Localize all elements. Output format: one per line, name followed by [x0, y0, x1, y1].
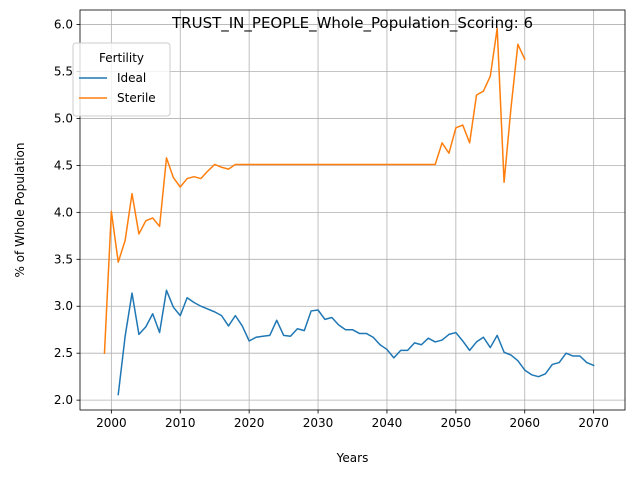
chart-title: TRUST_IN_PEOPLE_Whole_Population_Scoring… — [171, 14, 533, 33]
x-tick-label: 2070 — [578, 416, 609, 430]
y-tick-label: 2.0 — [54, 393, 73, 407]
x-tick-label: 2060 — [509, 416, 540, 430]
x-tick-label: 2030 — [303, 416, 334, 430]
y-tick-label: 4.5 — [54, 158, 73, 172]
y-tick-label: 2.5 — [54, 346, 73, 360]
legend-label-ideal: Ideal — [117, 71, 146, 85]
x-tick-label: 2050 — [441, 416, 472, 430]
y-tick-label: 3.5 — [54, 252, 73, 266]
y-tick-label: 3.0 — [54, 299, 73, 313]
y-tick-label: 6.0 — [54, 18, 73, 32]
y-tick-label: 4.0 — [54, 205, 73, 219]
x-tick-label: 2000 — [96, 416, 127, 430]
x-tick-label: 2010 — [165, 416, 196, 430]
legend-title: Fertility — [99, 51, 144, 65]
x-axis-label: Years — [336, 451, 369, 465]
x-tick-label: 2040 — [372, 416, 403, 430]
y-tick-label: 5.5 — [54, 65, 73, 79]
x-tick-label: 2020 — [234, 416, 265, 430]
y-axis-label: % of Whole Population — [13, 143, 27, 278]
legend: Fertility Ideal Sterile — [73, 43, 170, 116]
y-tick-label: 5.0 — [54, 111, 73, 125]
legend-label-sterile: Sterile — [117, 91, 156, 105]
